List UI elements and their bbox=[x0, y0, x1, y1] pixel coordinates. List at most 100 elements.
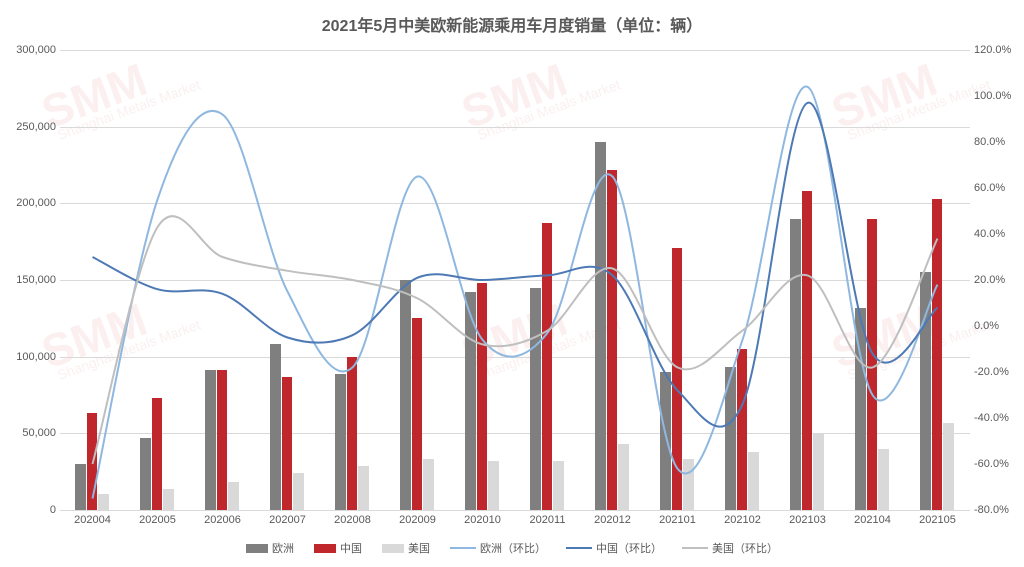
legend-swatch-line bbox=[682, 547, 708, 549]
bar-欧洲 bbox=[920, 272, 931, 510]
legend-label: 欧洲（环比） bbox=[480, 540, 546, 556]
y-right-tick-label: 100.0% bbox=[974, 90, 1024, 102]
chart-container: SMMShanghai Metals Market SMMShanghai Me… bbox=[0, 0, 1024, 567]
bar-中国 bbox=[282, 377, 293, 510]
legend-label: 中国（环比） bbox=[596, 540, 662, 556]
bar-美国 bbox=[488, 461, 499, 510]
bar-美国 bbox=[618, 444, 629, 510]
chart-title: 2021年5月中美欧新能源乘用车月度销量（单位：辆） bbox=[0, 12, 1024, 36]
x-tick-label: 202007 bbox=[269, 514, 306, 526]
bar-欧洲 bbox=[660, 372, 671, 510]
bar-欧洲 bbox=[790, 219, 801, 510]
bar-中国 bbox=[802, 191, 813, 510]
bar-美国 bbox=[943, 423, 954, 510]
bar-美国 bbox=[748, 452, 759, 510]
legend-item: 美国 bbox=[382, 540, 430, 556]
bar-美国 bbox=[878, 449, 889, 510]
y-right-tick-label: 20.0% bbox=[974, 274, 1024, 286]
bar-中国 bbox=[217, 370, 228, 510]
bar-中国 bbox=[607, 170, 618, 510]
y-right-tick-label: 120.0% bbox=[974, 44, 1024, 56]
bar-中国 bbox=[542, 223, 553, 510]
legend-label: 中国 bbox=[340, 540, 362, 556]
x-axis: 202004 202005 202006 202007 202008 202009 2020… bbox=[60, 514, 970, 532]
legend-swatch-bar bbox=[246, 544, 268, 553]
y-left-tick-label: 150,000 bbox=[0, 274, 56, 286]
y-right-tick-label: 80.0% bbox=[974, 136, 1024, 148]
gridline bbox=[60, 510, 970, 511]
y-right-tick-label: 60.0% bbox=[974, 182, 1024, 194]
legend-swatch-line bbox=[566, 547, 592, 549]
y-left-tick-label: 250,000 bbox=[0, 121, 56, 133]
bar-美国 bbox=[553, 461, 564, 510]
y-left-tick-label: 100,000 bbox=[0, 351, 56, 363]
x-tick-label: 202101 bbox=[659, 514, 696, 526]
bar-美国 bbox=[163, 489, 174, 510]
bar-欧洲 bbox=[595, 142, 606, 510]
bar-欧洲 bbox=[530, 288, 541, 510]
legend-swatch-bar bbox=[314, 544, 336, 553]
bar-欧洲 bbox=[270, 344, 281, 510]
y-axis-left: 050,000100,000150,000200,000250,000300,0… bbox=[0, 50, 56, 510]
bar-美国 bbox=[683, 459, 694, 510]
bar-中国 bbox=[672, 248, 683, 510]
x-tick-label: 202009 bbox=[399, 514, 436, 526]
bar-欧洲 bbox=[465, 292, 476, 510]
x-tick-label: 202011 bbox=[530, 514, 566, 526]
y-left-tick-label: 50,000 bbox=[0, 427, 56, 439]
bar-欧洲 bbox=[855, 308, 866, 510]
x-tick-label: 202004 bbox=[74, 514, 111, 526]
bar-中国 bbox=[932, 199, 943, 510]
y-axis-right: -80.0%-60.0%-40.0%-20.0%0.0%20.0%40.0%60… bbox=[974, 50, 1024, 510]
bar-美国 bbox=[293, 473, 304, 510]
x-tick-label: 202102 bbox=[724, 514, 761, 526]
x-tick-label: 202103 bbox=[789, 514, 826, 526]
y-left-tick-label: 200,000 bbox=[0, 197, 56, 209]
legend-label: 美国（环比） bbox=[712, 540, 778, 556]
y-left-tick-label: 300,000 bbox=[0, 44, 56, 56]
bar-欧洲 bbox=[725, 367, 736, 510]
legend-item: 美国（环比） bbox=[682, 540, 778, 556]
bar-中国 bbox=[737, 349, 748, 510]
y-right-tick-label: -20.0% bbox=[974, 366, 1024, 378]
legend-label: 美国 bbox=[408, 540, 430, 556]
bar-美国 bbox=[358, 466, 369, 510]
chart-legend: 欧洲 中国 美国 欧洲（环比） 中国（环比） 美国（环比） bbox=[0, 540, 1024, 556]
x-tick-label: 202104 bbox=[854, 514, 891, 526]
bar-中国 bbox=[412, 318, 423, 510]
bar-中国 bbox=[477, 283, 488, 510]
legend-swatch-line bbox=[450, 547, 476, 549]
legend-item: 中国 bbox=[314, 540, 362, 556]
bar-欧洲 bbox=[140, 438, 151, 510]
x-tick-label: 202010 bbox=[464, 514, 501, 526]
y-right-tick-label: -60.0% bbox=[974, 458, 1024, 470]
x-tick-label: 202105 bbox=[919, 514, 956, 526]
bar-美国 bbox=[813, 433, 824, 510]
legend-swatch-bar bbox=[382, 544, 404, 553]
y-right-tick-label: -40.0% bbox=[974, 412, 1024, 424]
bar-中国 bbox=[87, 413, 98, 510]
bar-欧洲 bbox=[205, 370, 216, 510]
bar-美国 bbox=[228, 482, 239, 510]
legend-item: 欧洲（环比） bbox=[450, 540, 546, 556]
bar-中国 bbox=[152, 398, 163, 510]
y-right-tick-label: -80.0% bbox=[974, 504, 1024, 516]
y-right-tick-label: 0.0% bbox=[974, 320, 1024, 332]
bar-中国 bbox=[347, 357, 358, 510]
bars-layer bbox=[60, 50, 970, 510]
legend-item: 中国（环比） bbox=[566, 540, 662, 556]
y-right-tick-label: 40.0% bbox=[974, 228, 1024, 240]
x-tick-label: 202006 bbox=[204, 514, 241, 526]
bar-欧洲 bbox=[335, 374, 346, 510]
legend-label: 欧洲 bbox=[272, 540, 294, 556]
plot-area bbox=[60, 50, 970, 510]
x-tick-label: 202005 bbox=[139, 514, 176, 526]
y-left-tick-label: 0 bbox=[0, 504, 56, 516]
x-tick-label: 202012 bbox=[594, 514, 631, 526]
bar-欧洲 bbox=[400, 280, 411, 510]
bar-中国 bbox=[867, 219, 878, 510]
x-tick-label: 202008 bbox=[334, 514, 371, 526]
bar-美国 bbox=[423, 459, 434, 510]
bar-欧洲 bbox=[75, 464, 86, 510]
bar-美国 bbox=[98, 494, 109, 510]
